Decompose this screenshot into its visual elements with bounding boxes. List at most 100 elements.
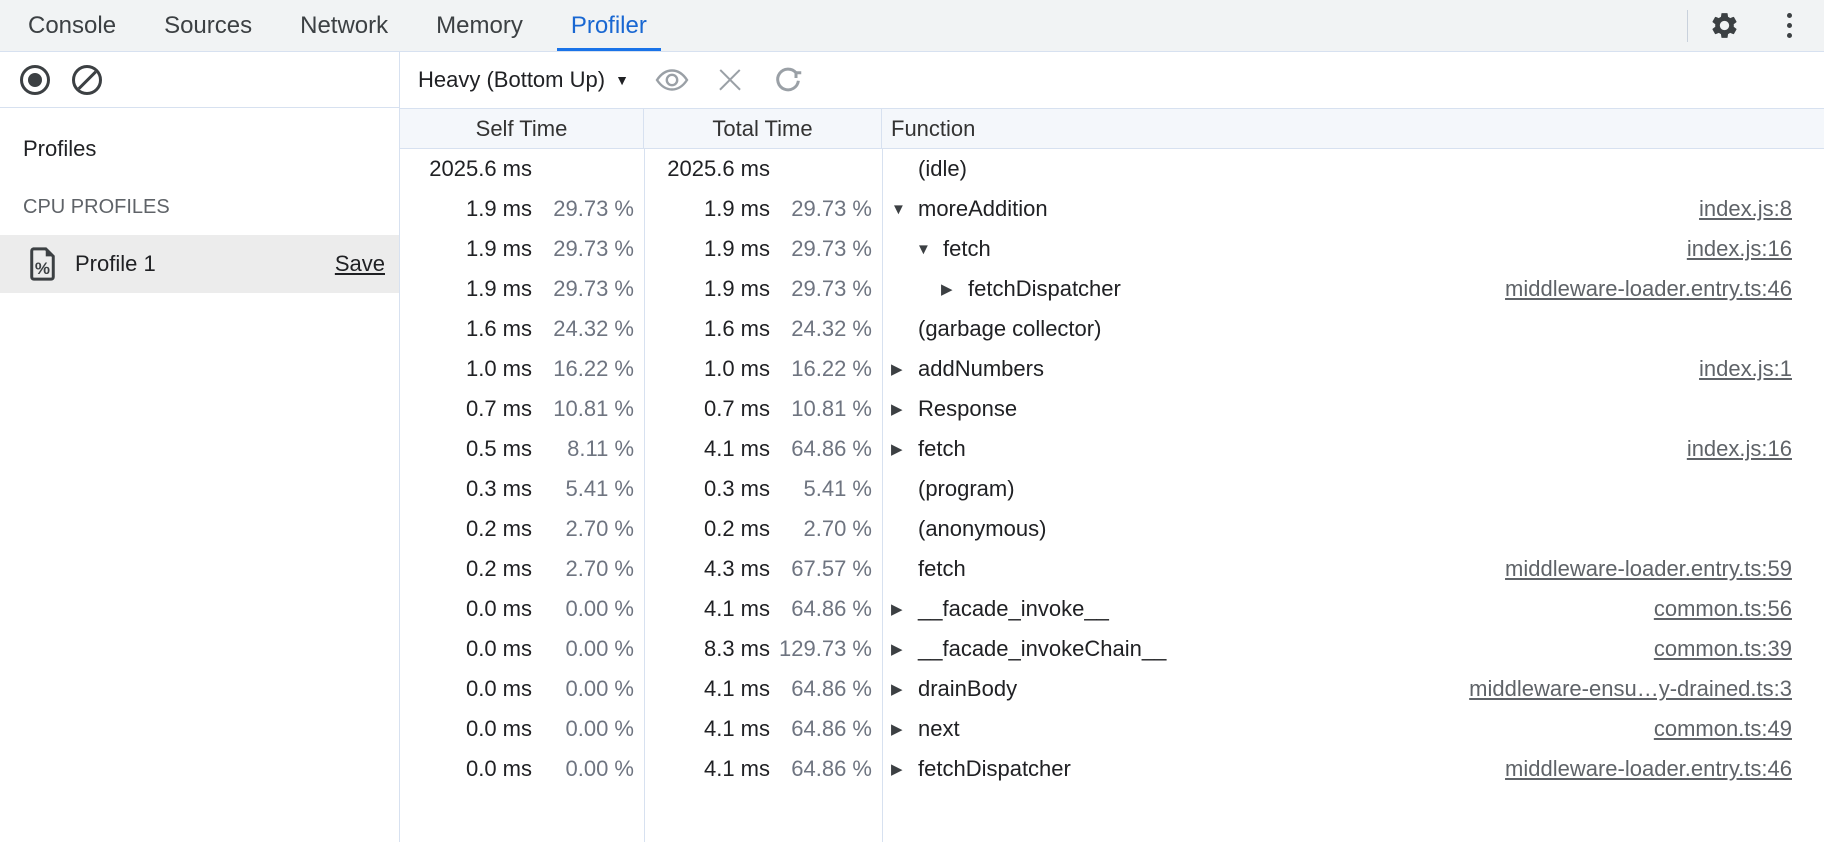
self-time-percent: 29.73 % [553,196,634,221]
self-time-ms: 0.3 ms [465,476,532,501]
table-row[interactable]: 0.7 ms 10.81 % 0.7 ms 10.81 % ▶ Response [400,389,1824,429]
function-cell: ▶ Response [882,396,1824,422]
exclude-function-button[interactable] [715,67,745,93]
function-cell: ▶ fetchDispatcher middleware-loader.entr… [882,756,1824,782]
table-row[interactable]: 0.0 ms 0.00 % 4.1 ms 64.86 % ▶ __facade_… [400,589,1824,629]
self-time-ms: 0.0 ms [465,716,532,741]
tree-expander-icon[interactable]: ▼ [891,200,906,218]
total-time-cell: 4.1 ms 64.86 % [644,716,882,742]
tree-expander-icon[interactable]: ▶ [891,361,903,378]
save-profile-link[interactable]: Save [334,251,385,276]
function-cell: ▶ addNumbers index.js:1 [882,356,1824,382]
table-row[interactable]: 0.0 ms 0.00 % 8.3 ms 129.73 % ▶ __facade… [400,629,1824,669]
table-row[interactable]: 1.9 ms 29.73 % 1.9 ms 29.73 % ▼ fetch in… [400,229,1824,269]
self-time-cell: 0.0 ms 0.00 % [400,636,644,662]
table-row[interactable]: 1.9 ms 29.73 % 1.9 ms 29.73 % ▶ fetchDis… [400,269,1824,309]
total-time-percent: 5.41 % [803,476,873,501]
focus-function-button[interactable] [655,68,689,92]
self-time-ms: 1.9 ms [465,196,532,221]
tree-expander-icon[interactable]: ▶ [891,721,903,738]
record-icon[interactable] [20,64,50,95]
self-time-percent: 29.73 % [553,276,634,301]
table-row[interactable]: 0.0 ms 0.00 % 4.1 ms 64.86 % ▶ next comm… [400,709,1824,749]
total-time-ms: 4.1 ms [703,596,770,621]
settings-button[interactable] [1688,0,1760,51]
table-row[interactable]: 0.0 ms 0.00 % 4.1 ms 64.86 % ▶ fetchDisp… [400,749,1824,789]
source-location-link[interactable]: common.ts:39 [1653,636,1792,661]
view-mode-value: Heavy (Bottom Up) [418,67,606,92]
source-location-link[interactable]: middleware-loader.entry.ts:46 [1505,276,1792,301]
table-row[interactable]: 0.2 ms 2.70 % 0.2 ms 2.70 % (anonymous) [400,509,1824,549]
tree-expander-icon[interactable]: ▶ [891,641,903,658]
table-row[interactable]: 1.0 ms 16.22 % 1.0 ms 16.22 % ▶ addNumbe… [400,349,1824,389]
tree-expander-icon[interactable]: ▶ [891,441,903,458]
source-location-link[interactable]: middleware-loader.entry.ts:59 [1505,556,1792,581]
column-header-self-time[interactable]: Self Time [400,109,644,148]
tab-network[interactable]: Network [300,11,389,39]
self-time-ms: 0.5 ms [465,436,532,461]
self-time-percent: 5.41 % [565,476,635,501]
profile-list-item[interactable]: % Profile 1 Save [0,235,399,293]
self-time-percent: 0.00 % [565,716,635,741]
tab-memory[interactable]: Memory [436,11,523,39]
column-header-function[interactable]: Function [891,115,976,141]
tree-expander-icon[interactable]: ▼ [916,240,931,258]
tree-expander-icon[interactable]: ▶ [891,761,903,778]
function-name: fetchDispatcher [968,276,1121,301]
self-time-percent: 8.11 % [567,436,634,461]
table-row[interactable]: 1.6 ms 24.32 % 1.6 ms 24.32 % (garbage c… [400,309,1824,349]
tree-expander-icon[interactable]: ▶ [891,601,903,618]
total-time-ms: 4.3 ms [703,556,770,581]
table-row[interactable]: 0.2 ms 2.70 % 4.3 ms 67.57 % fetch middl… [400,549,1824,589]
source-location-link[interactable]: middleware-ensu…y-drained.ts:3 [1469,676,1792,701]
function-cell: ▼ fetch index.js:16 [882,236,1824,262]
column-header-total-time[interactable]: Total Time [644,109,882,148]
tab-sources[interactable]: Sources [164,11,253,39]
source-location-link[interactable]: middleware-loader.entry.ts:46 [1505,756,1792,781]
self-time-ms: 0.0 ms [465,676,532,701]
tab-profiler[interactable]: Profiler [547,0,671,51]
total-time-cell: 4.1 ms 64.86 % [644,756,882,782]
table-row[interactable]: 0.5 ms 8.11 % 4.1 ms 64.86 % ▶ fetch ind… [400,429,1824,469]
svg-text:%: % [35,259,50,278]
view-mode-select[interactable]: Heavy (Bottom Up) ▼ [418,67,629,93]
total-time-cell: 4.1 ms 64.86 % [644,436,882,462]
source-location-link[interactable]: index.js:16 [1686,236,1792,261]
tree-expander-icon[interactable]: ▶ [891,681,903,698]
restore-functions-button[interactable] [773,65,803,95]
table-row[interactable]: 0.0 ms 0.00 % 4.1 ms 64.86 % ▶ drainBody… [400,669,1824,709]
table-row[interactable]: 1.9 ms 29.73 % 1.9 ms 29.73 % ▼ moreAddi… [400,189,1824,229]
close-icon [717,67,743,93]
self-time-cell: 2025.6 ms [400,156,644,182]
function-name: fetchDispatcher [918,756,1071,781]
tree-expander-icon[interactable]: ▶ [941,281,953,298]
source-location-link[interactable]: index.js:8 [1699,196,1792,221]
source-location-link[interactable]: common.ts:49 [1653,716,1792,741]
profile-document-icon: % [28,247,57,281]
source-location-link[interactable]: index.js:1 [1699,356,1792,381]
self-time-cell: 1.6 ms 24.32 % [400,316,644,342]
profile-table-body: 2025.6 ms 2025.6 ms (idle) 1.9 ms 29.73 … [400,149,1824,842]
clear-profiles-icon[interactable] [72,64,102,95]
total-time-cell: 0.3 ms 5.41 % [644,476,882,502]
tab-console[interactable]: Console [28,11,117,39]
total-time-ms: 0.7 ms [703,396,770,421]
gear-icon [1709,10,1740,41]
self-time-ms: 0.0 ms [465,756,532,781]
column-divider [882,149,883,842]
source-location-link[interactable]: common.ts:56 [1653,596,1792,621]
total-time-percent: 29.73 % [791,236,872,261]
table-row[interactable]: 0.3 ms 5.41 % 0.3 ms 5.41 % (program) [400,469,1824,509]
total-time-percent: 29.73 % [791,196,872,221]
function-name: (garbage collector) [918,316,1102,341]
total-time-percent: 64.86 % [791,756,872,781]
table-row[interactable]: 2025.6 ms 2025.6 ms (idle) [400,149,1824,189]
function-name: fetch [918,556,966,581]
more-options-button[interactable] [1760,0,1818,51]
source-location-link[interactable]: index.js:16 [1686,436,1792,461]
tree-expander-icon[interactable]: ▶ [891,401,903,418]
caret-down-icon: ▼ [615,72,629,88]
self-time-cell: 0.0 ms 0.00 % [400,676,644,702]
self-time-percent: 0.00 % [565,636,635,661]
profile-data-grid: Self Time Total Time Function 2025.6 ms … [400,108,1824,842]
